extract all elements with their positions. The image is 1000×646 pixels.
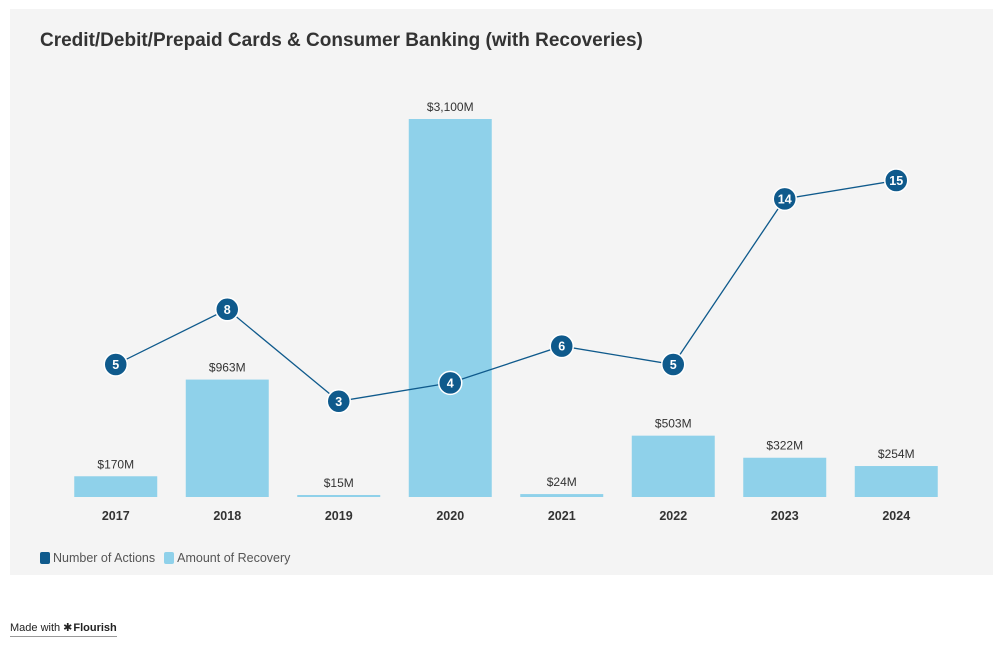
bar-label-2022: $503M (655, 417, 692, 431)
combo-chart: $170M $963M $15M $3,100M $24M $503M $322M $254M… (74, 100, 938, 523)
bar-2024[interactable] (854, 466, 938, 497)
legend-item-recovery[interactable]: Amount of Recovery (164, 551, 290, 565)
x-tick-2018: 2018 (213, 509, 241, 523)
bar-2017[interactable] (74, 476, 158, 497)
legend: Number of Actions Amount of Recovery (40, 551, 299, 565)
bar-2019[interactable] (297, 495, 381, 497)
legend-item-actions[interactable]: Number of Actions (40, 551, 155, 565)
legend-swatch-recovery (164, 552, 175, 564)
legend-swatch-actions (40, 552, 50, 564)
actions-point-2018[interactable] (215, 297, 240, 322)
x-tick-2022: 2022 (659, 509, 687, 523)
actions-point-label-2018: 8 (224, 303, 231, 317)
actions-point-label-2020: 4 (447, 376, 454, 390)
bar-2022[interactable] (631, 435, 715, 497)
bar-label-2023: $322M (766, 439, 803, 453)
bar-label-2020: $3,100M (427, 100, 474, 114)
actions-point-2022[interactable] (661, 352, 686, 377)
flourish-brand: Flourish (73, 622, 117, 634)
x-tick-2021: 2021 (548, 509, 576, 523)
bar-2023[interactable] (743, 457, 827, 497)
actions-point-2023[interactable] (772, 186, 797, 212)
actions-line (115, 179, 897, 402)
actions-point-2017[interactable] (103, 352, 128, 377)
actions-point-2021[interactable] (549, 333, 574, 359)
actions-point-2020[interactable] (438, 370, 463, 396)
x-tick-2023: 2023 (771, 509, 799, 523)
legend-label-actions: Number of Actions (53, 551, 156, 565)
actions-point-label-2022: 5 (670, 358, 677, 372)
made-with-text: Made with (10, 622, 61, 634)
x-tick-2019: 2019 (325, 509, 353, 523)
bar-2021[interactable] (520, 494, 604, 497)
chart-panel: Credit/Debit/Prepaid Cards & Consumer Ba… (10, 9, 993, 575)
bar-label-2017: $170M (97, 457, 134, 471)
actions-point-label-2023: 14 (778, 192, 792, 206)
actions-point-label-2024: 15 (889, 174, 903, 188)
actions-point-label-2021: 6 (558, 340, 565, 354)
x-tick-2020: 2020 (436, 509, 464, 523)
actions-point-2024[interactable] (884, 168, 909, 193)
x-tick-2017: 2017 (102, 509, 130, 523)
actions-point-label-2017: 5 (112, 358, 119, 372)
actions-point-2019[interactable] (326, 389, 351, 414)
bar-label-2024: $254M (878, 447, 915, 461)
bar-2018[interactable] (185, 379, 269, 497)
bar-label-2018: $963M (209, 361, 246, 375)
bar-2020[interactable] (408, 119, 492, 497)
chart-title: Credit/Debit/Prepaid Cards & Consumer Ba… (40, 30, 643, 51)
actions-point-label-2019: 3 (335, 395, 342, 409)
x-tick-2024: 2024 (882, 509, 910, 523)
made-with-flourish-link[interactable]: Made with ✱Flourish (10, 621, 117, 637)
flourish-star-icon: ✱ (63, 622, 73, 634)
bar-label-2021: $24M (547, 475, 577, 489)
bar-label-2019: $15M (324, 476, 354, 490)
legend-label-recovery: Amount of Recovery (177, 551, 291, 565)
